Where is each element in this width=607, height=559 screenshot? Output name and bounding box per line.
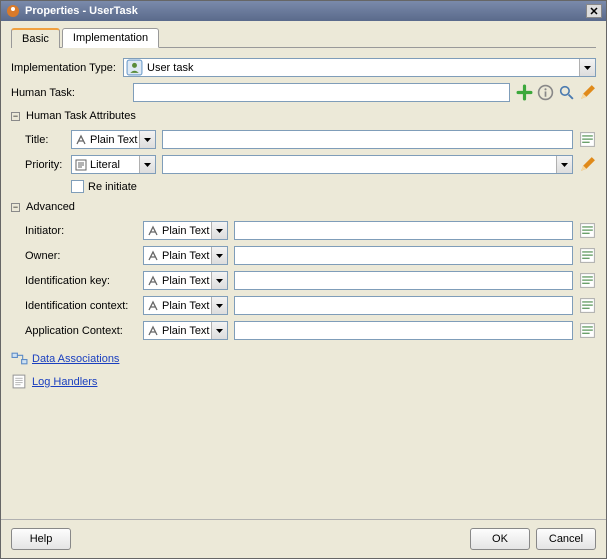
chevron-down-icon [211, 322, 227, 339]
impl-type-label: Implementation Type: [11, 62, 123, 74]
chevron-down-icon [139, 131, 155, 148]
initiator-label: Initiator: [25, 225, 143, 237]
text-icon [146, 249, 160, 263]
impl-type-select[interactable]: User task [123, 58, 596, 77]
edit-icon[interactable] [579, 156, 596, 173]
chevron-down-icon [211, 247, 227, 264]
add-icon[interactable] [516, 84, 533, 101]
collapse-icon: − [11, 112, 20, 121]
chevron-down-icon [211, 222, 227, 239]
ok-button[interactable]: OK [470, 528, 530, 550]
chevron-down-icon [579, 59, 595, 76]
owner-label: Owner: [25, 250, 143, 262]
owner-mode-select[interactable]: Plain Text [143, 246, 228, 265]
data-associations-link[interactable]: Data Associations [32, 353, 119, 365]
window-title: Properties - UserTask [25, 5, 586, 17]
identification-key-mode-select[interactable]: Plain Text [143, 271, 228, 290]
application-context-label: Application Context: [25, 325, 143, 337]
footer: Help OK Cancel [1, 519, 606, 557]
expression-icon[interactable] [579, 322, 596, 339]
title-input[interactable] [162, 130, 573, 149]
chevron-down-icon [556, 156, 572, 173]
identification-key-input[interactable] [234, 271, 573, 290]
identification-context-input[interactable] [234, 296, 573, 315]
human-task-input[interactable] [133, 83, 510, 102]
info-icon[interactable] [537, 84, 554, 101]
text-icon [146, 274, 160, 288]
application-context-mode-select[interactable]: Plain Text [143, 321, 228, 340]
group-adv-label: Advanced [26, 201, 75, 213]
chevron-down-icon [211, 272, 227, 289]
data-assoc-icon [11, 350, 28, 367]
priority-mode-select[interactable]: Literal [71, 155, 156, 174]
expression-icon[interactable] [579, 247, 596, 264]
text-icon [146, 224, 160, 238]
initiator-mode-select[interactable]: Plain Text [143, 221, 228, 240]
tab-strip: Basic Implementation [11, 27, 596, 48]
priority-value-select[interactable] [162, 155, 573, 174]
literal-icon [74, 158, 88, 172]
cancel-button[interactable]: Cancel [536, 528, 596, 550]
chevron-down-icon [211, 297, 227, 314]
collapse-icon: − [11, 203, 20, 212]
expression-icon[interactable] [579, 222, 596, 239]
edit-icon[interactable] [579, 84, 596, 101]
reinitiate-label: Re initiate [88, 181, 137, 193]
identification-context-mode-select[interactable]: Plain Text [143, 296, 228, 315]
titlebar: Properties - UserTask [1, 1, 606, 21]
log-handlers-link[interactable]: Log Handlers [32, 376, 97, 388]
title-mode-select[interactable]: Plain Text [71, 130, 156, 149]
identification-context-label: Identification context: [25, 300, 143, 312]
reinitiate-checkbox[interactable] [71, 180, 84, 193]
initiator-input[interactable] [234, 221, 573, 240]
text-icon [74, 133, 88, 147]
expression-icon[interactable] [579, 272, 596, 289]
tab-implementation[interactable]: Implementation [62, 28, 159, 48]
expression-icon[interactable] [579, 297, 596, 314]
tab-basic[interactable]: Basic [11, 28, 60, 48]
group-human-task-attributes[interactable]: − Human Task Attributes [11, 110, 596, 122]
log-handlers-icon [11, 373, 28, 390]
human-task-label: Human Task: [11, 87, 123, 99]
title-label: Title: [25, 134, 71, 146]
expression-icon[interactable] [579, 131, 596, 148]
text-icon [146, 324, 160, 338]
priority-label: Priority: [25, 159, 71, 171]
impl-type-value: User task [147, 62, 193, 74]
owner-input[interactable] [234, 246, 573, 265]
group-hta-label: Human Task Attributes [26, 110, 136, 122]
chevron-down-icon [139, 156, 155, 173]
user-task-icon [126, 59, 143, 76]
app-icon [5, 3, 21, 19]
application-context-input[interactable] [234, 321, 573, 340]
group-advanced[interactable]: − Advanced [11, 201, 596, 213]
close-button[interactable] [586, 4, 602, 18]
help-button[interactable]: Help [11, 528, 71, 550]
text-icon [146, 299, 160, 313]
content-area: Basic Implementation Implementation Type… [1, 21, 606, 519]
identification-key-label: Identification key: [25, 275, 143, 287]
search-icon[interactable] [558, 84, 575, 101]
priority-mode-value: Literal [90, 159, 120, 171]
title-mode-value: Plain Text [90, 134, 138, 146]
